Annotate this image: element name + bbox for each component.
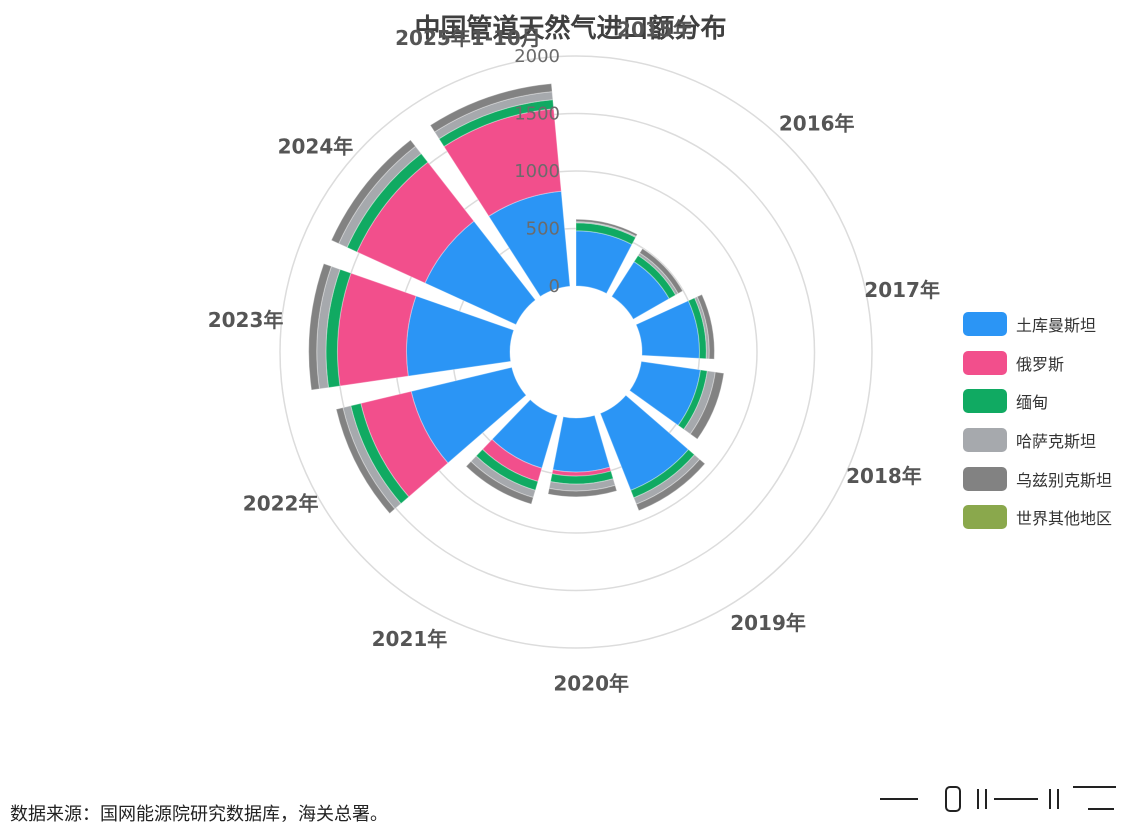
label-layer: 0 500 1000 1500 2000 2015年 2016年 2017年 2018年 2019… <box>208 18 940 696</box>
bar-segment <box>356 161 475 284</box>
bar-segment <box>689 371 725 440</box>
legend-label: 世界其他地区 <box>1016 509 1113 529</box>
bar-segment <box>438 99 555 148</box>
bar-segment <box>633 454 701 505</box>
category-label: 2018年 <box>846 464 922 488</box>
radial-tick-label: 1000 <box>514 161 560 182</box>
bar-segment <box>308 262 333 391</box>
bar-segment <box>635 458 706 512</box>
bar-segment <box>337 272 417 387</box>
bar-segment <box>575 222 637 246</box>
category-label: 2022年 <box>243 492 319 516</box>
bar-segment <box>683 370 716 435</box>
radial-tick-label: 0 <box>549 276 560 297</box>
category-label: 2017年 <box>864 278 940 302</box>
grid-circle <box>279 55 873 649</box>
legend: 土库曼斯坦俄罗斯缅甸哈萨克斯坦乌兹别克斯坦 世界其他地区 <box>963 305 1112 537</box>
bar-segment <box>335 407 396 515</box>
bar-segment <box>316 265 341 390</box>
legend-swatch <box>963 389 1007 414</box>
bar-segment <box>342 405 402 510</box>
bar-segment <box>465 460 534 505</box>
category-label: 2016年 <box>779 111 855 135</box>
bar-segment <box>360 390 449 498</box>
legend-label: 土库曼斯坦 <box>1016 316 1097 336</box>
bar-segment <box>696 293 715 360</box>
bar-segment <box>637 252 679 296</box>
bar-segment <box>575 218 638 237</box>
bar-segment <box>552 414 611 473</box>
category-label: 2021年 <box>372 627 448 651</box>
legend-label: 乌兹别克斯坦 <box>1016 470 1113 490</box>
legend-label: 俄罗斯 <box>1016 354 1065 374</box>
legend-swatch <box>963 312 1007 337</box>
bar-segment <box>575 221 637 239</box>
bar-segment <box>548 478 616 492</box>
bar-segment <box>638 247 684 295</box>
bar-segment <box>429 83 553 133</box>
category-label: 2024年 <box>278 134 354 158</box>
bar-segment <box>488 190 571 298</box>
bar-segment <box>325 268 352 389</box>
bar-segment <box>481 438 543 483</box>
bar-segment <box>693 295 710 360</box>
bar-segment <box>346 152 429 253</box>
legend-swatch <box>963 350 1007 375</box>
legend-label: 哈萨克斯坦 <box>1016 432 1097 452</box>
bar-segment <box>470 455 536 499</box>
legend-item[interactable]: 缅甸 <box>963 382 1112 421</box>
bar-segment <box>610 260 670 320</box>
source-note: 数据来源：国网能源院研究数据库，海关总署。 <box>10 804 388 825</box>
bar-segment <box>549 470 614 485</box>
chart-title: 中国管道天然气进口额分布 <box>414 14 727 44</box>
legend-item[interactable]: 土库曼斯坦 <box>963 305 1112 344</box>
watermark-logo <box>880 786 1116 812</box>
bar-segment <box>551 466 612 477</box>
bar-segment <box>330 139 417 245</box>
category-label: 2023年 <box>208 308 284 332</box>
category-label: 2019年 <box>730 611 806 635</box>
bar-segment <box>547 484 618 498</box>
category-label: 2025年1-10月 <box>395 26 541 50</box>
legend-item[interactable]: 世界其他地区 <box>963 498 1112 537</box>
bar-segment <box>687 297 707 360</box>
legend-swatch <box>963 505 1007 530</box>
bar-segment <box>633 254 677 300</box>
legend-label: 缅甸 <box>1016 393 1049 413</box>
bar-segment <box>630 448 696 499</box>
legend-swatch <box>963 428 1007 453</box>
radial-tick-label: 1500 <box>514 104 560 125</box>
bar-segment <box>433 91 554 140</box>
bar-layer <box>308 83 725 515</box>
legend-item[interactable]: 俄罗斯 <box>963 344 1112 383</box>
bar-segment <box>443 108 562 217</box>
bar-segment <box>677 369 708 431</box>
bar-segment <box>475 448 539 491</box>
legend-swatch <box>963 466 1007 491</box>
radial-tick-label: 500 <box>526 219 560 240</box>
legend-item[interactable]: 乌兹别克斯坦 <box>963 459 1112 498</box>
radial-tick-label: 2000 <box>514 46 560 67</box>
category-label: 2020年 <box>553 672 629 696</box>
legend-item[interactable]: 哈萨克斯坦 <box>963 421 1112 460</box>
bar-segment <box>337 145 422 249</box>
category-label: 2015年 <box>617 18 693 42</box>
